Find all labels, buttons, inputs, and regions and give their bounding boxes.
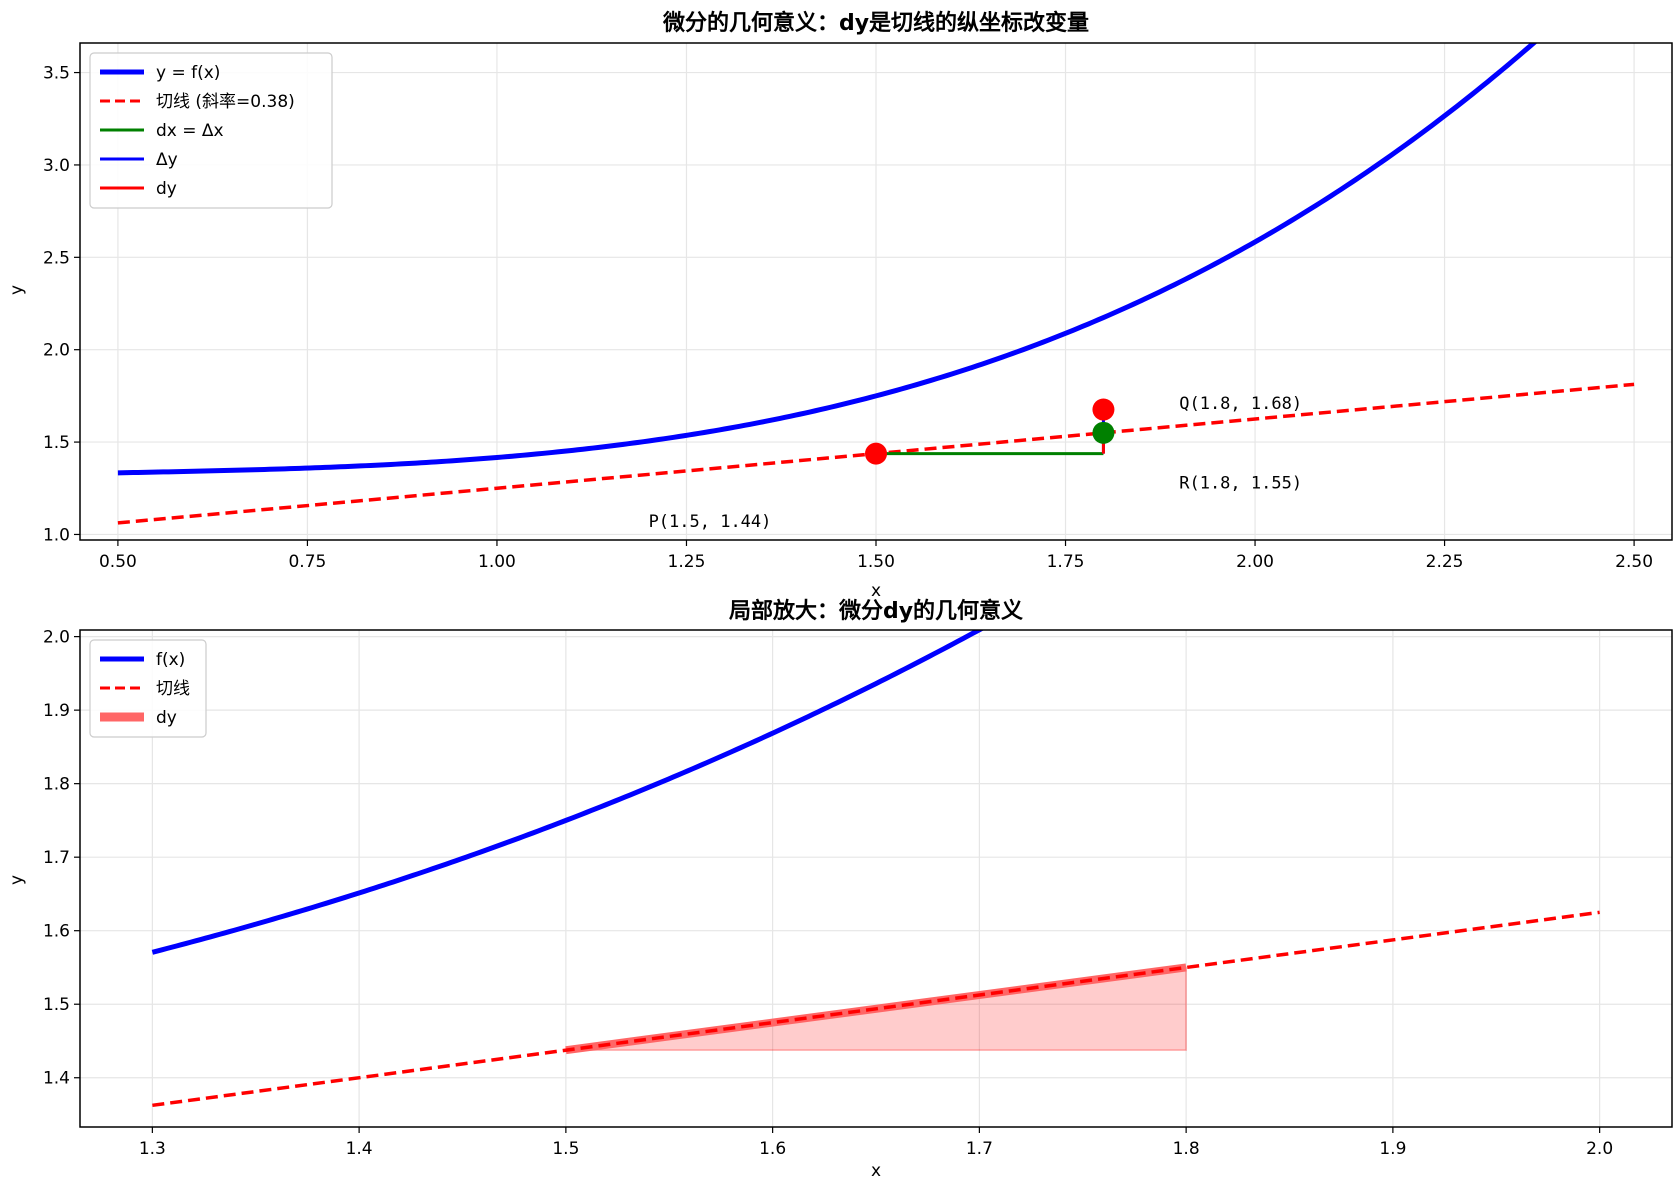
top-chart-legend-label-4: dy bbox=[156, 179, 177, 199]
top-chart-x-tick-label: 2.50 bbox=[1615, 552, 1653, 572]
top-chart-x-axis-label: x bbox=[871, 581, 881, 601]
bottom-chart-x-tick-label: 1.8 bbox=[1173, 1139, 1200, 1159]
top-chart-y-tick-label: 2.5 bbox=[43, 248, 70, 268]
top-chart: 微分的几何意义：dy是切线的纵坐标改变量 x y P(1.5, 1.44) Q(1… bbox=[7, 10, 1673, 601]
bottom-chart-y-axis-label: y bbox=[7, 875, 27, 885]
top-chart-annotation-2: R(1.8, 1.55) bbox=[1179, 473, 1302, 493]
top-chart-legend-label-2: dx = Δx bbox=[156, 121, 224, 141]
top-chart-x-tick-label: 2.00 bbox=[1236, 552, 1274, 572]
top-chart-annotation-1: Q(1.8, 1.68) bbox=[1179, 394, 1302, 414]
top-chart-x-tick-label: 1.75 bbox=[1047, 552, 1085, 572]
bottom-chart-x-tick-label: 1.5 bbox=[552, 1139, 579, 1159]
top-chart-legend: y = f(x) 切线 (斜率=0.38) dx = Δx Δy dy bbox=[89, 52, 333, 209]
bottom-chart-y-tick-label: 1.5 bbox=[43, 995, 70, 1015]
bottom-chart-x-tick-label: 1.3 bbox=[139, 1139, 166, 1159]
top-chart-annotation-0: P(1.5, 1.44) bbox=[649, 512, 772, 532]
bottom-chart-frame bbox=[79, 629, 1673, 1128]
bottom-chart-y-tick-label: 1.7 bbox=[43, 848, 70, 868]
bottom-chart-legend-label-1: 切线 bbox=[156, 679, 190, 699]
bottom-chart-series-layer bbox=[151, 630, 1600, 1108]
top-chart-y-tick-label: 1.5 bbox=[43, 433, 70, 453]
bottom-chart-x-tick-label: 1.7 bbox=[966, 1139, 993, 1159]
top-chart-x-tick-label: 1.25 bbox=[668, 552, 706, 572]
top-chart-legend-box bbox=[89, 52, 333, 209]
top-chart-y-tick-label: 2.0 bbox=[43, 341, 70, 361]
top-chart-x-tick-label: 0.75 bbox=[288, 552, 326, 572]
top-chart-y-tick-label: 3.5 bbox=[43, 64, 70, 84]
bottom-chart-x-tick-label: 1.6 bbox=[759, 1139, 786, 1159]
top-chart-x-tick-label: 1.50 bbox=[857, 552, 895, 572]
top-chart-y-tick-label: 1.0 bbox=[43, 525, 70, 545]
bottom-chart-legend-label-0: f(x) bbox=[156, 650, 185, 670]
bottom-chart-y-tick-label: 1.9 bbox=[43, 701, 70, 721]
top-chart-plot-area: P(1.5, 1.44) Q(1.8, 1.68) R(1.8, 1.55) 0.50… bbox=[43, 42, 1673, 572]
top-chart-y-axis-label: y bbox=[7, 285, 27, 295]
top-chart-y-tick-label: 3.0 bbox=[43, 156, 70, 176]
bottom-chart-x-tick-label: 1.4 bbox=[346, 1139, 373, 1159]
top-chart-title: 微分的几何意义：dy是切线的纵坐标改变量 bbox=[662, 10, 1089, 36]
top-chart-point-marker-2 bbox=[1092, 421, 1115, 444]
bottom-chart-x-tick-label: 1.9 bbox=[1379, 1139, 1406, 1159]
bottom-chart-x-axis-label: x bbox=[871, 1161, 881, 1181]
top-chart-x-tick-label: 0.50 bbox=[99, 552, 137, 572]
bottom-chart: 局部放大：微分dy的几何意义 x y 1.3 1.4 1.5 1.6 1.7 1.8 1.9… bbox=[7, 598, 1673, 1181]
bottom-chart-y-tick-label: 2.0 bbox=[43, 628, 70, 648]
bottom-chart-title: 局部放大：微分dy的几何意义 bbox=[729, 598, 1023, 624]
top-chart-legend-label-3: Δy bbox=[156, 150, 178, 170]
top-chart-point-marker-1 bbox=[1092, 398, 1115, 421]
bottom-chart-function-curve bbox=[151, 630, 985, 955]
top-chart-legend-label-0: y = f(x) bbox=[156, 63, 220, 83]
bottom-chart-y-tick-label: 1.8 bbox=[43, 775, 70, 795]
top-chart-function-curve bbox=[117, 43, 1538, 476]
top-chart-point-marker-0 bbox=[865, 442, 887, 465]
bottom-chart-legend: f(x) 切线 dy bbox=[89, 639, 207, 738]
bottom-chart-tangent-line bbox=[152, 910, 1600, 1108]
top-chart-legend-label-1: 切线 (斜率=0.38) bbox=[156, 92, 295, 112]
bottom-chart-x-tick-label: 2.0 bbox=[1586, 1139, 1613, 1159]
top-chart-x-tick-label: 1.00 bbox=[478, 552, 516, 572]
bottom-chart-y-tick-label: 1.6 bbox=[43, 922, 70, 942]
bottom-chart-plot-area: 1.3 1.4 1.5 1.6 1.7 1.8 1.9 2.0 1.4 1.5 1.6 1.7 1.8 1… bbox=[43, 628, 1673, 1159]
top-chart-series-layer bbox=[117, 43, 1635, 525]
bottom-chart-legend-label-2: dy bbox=[156, 708, 177, 728]
top-chart-x-tick-label: 2.25 bbox=[1426, 552, 1464, 572]
bottom-chart-y-tick-label: 1.4 bbox=[43, 1069, 70, 1089]
